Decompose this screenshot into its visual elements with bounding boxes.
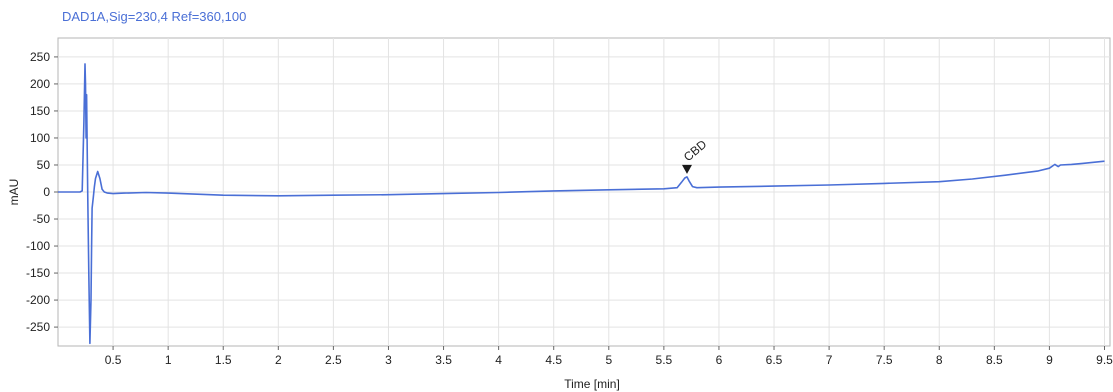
x-tick-label: 2.5 bbox=[325, 353, 342, 367]
y-tick-label: 200 bbox=[30, 77, 50, 91]
series-layer bbox=[58, 63, 1105, 345]
x-tick-label: 3 bbox=[385, 353, 392, 367]
y-tick-label: 150 bbox=[30, 104, 50, 118]
y-tick-label: 0 bbox=[43, 185, 50, 199]
y-tick-label: 50 bbox=[37, 158, 51, 172]
signal-title: DAD1A,Sig=230,4 Ref=360,100 bbox=[62, 9, 247, 24]
x-tick-label: 7.5 bbox=[876, 353, 893, 367]
y-tick-label: 100 bbox=[30, 131, 50, 145]
y-tick-label: -100 bbox=[26, 239, 50, 253]
x-tick-label: 0.5 bbox=[105, 353, 122, 367]
x-tick-label: 2 bbox=[275, 353, 282, 367]
x-tick-label: 7 bbox=[826, 353, 833, 367]
y-axis-title: mAU bbox=[7, 179, 21, 206]
x-tick-label: 9.5 bbox=[1096, 353, 1113, 367]
x-tick-label: 1.5 bbox=[215, 353, 232, 367]
chromatogram-trace bbox=[58, 63, 1105, 345]
grid bbox=[58, 38, 1110, 346]
axes: 0.5 1 1.5 2 2.5 3 3.5 4 4.5 5 5.5 6 6.5 7 7.5 8 8.5 9 9.5 2… bbox=[26, 50, 1113, 367]
y-tick-label: -50 bbox=[33, 212, 51, 226]
y-tick-label: -150 bbox=[26, 266, 50, 280]
x-tick-label: 6.5 bbox=[766, 353, 783, 367]
peak-marker-icon bbox=[681, 164, 692, 174]
x-tick-label: 8 bbox=[936, 353, 943, 367]
x-tick-label: 5.5 bbox=[656, 353, 673, 367]
x-tick-label: 3.5 bbox=[435, 353, 452, 367]
y-tick-label: -200 bbox=[26, 293, 50, 307]
y-tick-label: 250 bbox=[30, 50, 50, 64]
x-tick-label: 4.5 bbox=[545, 353, 562, 367]
y-tick-label: -250 bbox=[26, 320, 50, 334]
x-axis-title: Time [min] bbox=[564, 377, 620, 391]
x-tick-label: 5 bbox=[605, 353, 612, 367]
x-tick-label: 4 bbox=[495, 353, 502, 367]
x-tick-label: 9 bbox=[1046, 353, 1053, 367]
x-tick-label: 8.5 bbox=[986, 353, 1003, 367]
x-tick-label: 6 bbox=[716, 353, 723, 367]
x-tick-label: 1 bbox=[165, 353, 172, 367]
